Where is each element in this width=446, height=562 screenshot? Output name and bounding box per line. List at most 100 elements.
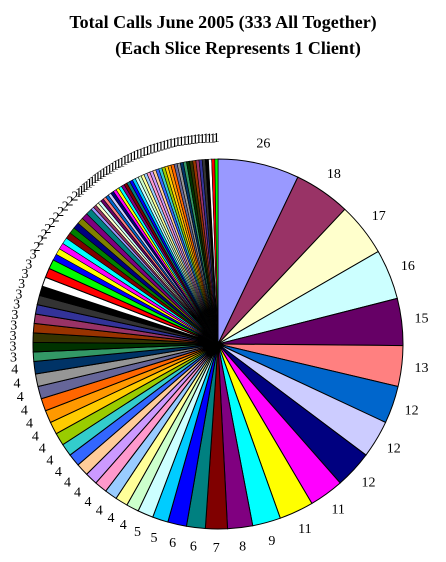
- pie-label-41: 3: [18, 277, 25, 292]
- pie-label-22: 4: [85, 495, 92, 510]
- pie-label-4: 16: [401, 259, 415, 274]
- pie-label-69: 1: [115, 157, 122, 172]
- pie-label-39: 3: [13, 298, 20, 313]
- pie-label-93: 1: [195, 132, 202, 147]
- pie-label-36: 3: [10, 329, 17, 344]
- pie-label-49: 2: [48, 216, 55, 231]
- pie-label-75: 1: [134, 148, 141, 163]
- pie-label-44: 3: [30, 248, 37, 263]
- pie-label-24: 4: [64, 475, 71, 490]
- pie-label-64: 1: [100, 166, 107, 181]
- pie-label-9: 12: [361, 475, 375, 490]
- pie-label-90: 1: [185, 133, 192, 148]
- pie-label-72: 1: [124, 152, 131, 167]
- pie-label-7: 12: [405, 404, 419, 419]
- pie-label-8: 12: [387, 442, 401, 457]
- chart-subtitle: (Each Slice Represents 1 Client): [115, 38, 361, 58]
- pie-label-30: 4: [21, 404, 28, 419]
- pie-label-38: 3: [11, 308, 18, 323]
- pie-label-92: 1: [192, 132, 199, 147]
- pie-label-91: 1: [188, 133, 195, 148]
- pie-label-29: 4: [26, 417, 33, 432]
- pie-label-45: 2: [34, 240, 41, 255]
- pie-label-94: 1: [199, 132, 206, 147]
- pie-label-51: 2: [57, 205, 64, 220]
- pie-label-48: 2: [44, 222, 51, 237]
- pie-label-16: 6: [169, 536, 176, 551]
- pie-label-58: 1: [83, 179, 90, 194]
- pie-label-31: 4: [17, 390, 24, 405]
- pie-label-82: 1: [157, 139, 164, 154]
- pie-label-87: 1: [174, 135, 181, 150]
- pie-label-32: 4: [13, 376, 20, 391]
- pie-label-80: 1: [150, 141, 157, 156]
- pie-label-73: 1: [128, 151, 135, 166]
- pie-label-11: 11: [298, 522, 311, 537]
- pie-label-50: 2: [53, 210, 60, 225]
- pie-label-81: 1: [154, 140, 161, 155]
- pie-label-3: 17: [372, 209, 386, 224]
- pie-label-78: 1: [144, 144, 151, 159]
- pie-label-43: 3: [25, 257, 32, 272]
- pie-label-89: 1: [181, 134, 188, 149]
- pie-label-86: 1: [171, 136, 178, 151]
- pie-label-61: 1: [91, 172, 98, 187]
- pie-label-74: 1: [131, 149, 138, 164]
- pie-label-71: 1: [121, 154, 128, 169]
- pie-label-37: 3: [10, 319, 17, 334]
- pie-label-76: 1: [137, 146, 144, 161]
- pie-label-23: 4: [74, 485, 81, 500]
- pie-label-33: 4: [11, 363, 18, 378]
- pie-label-6: 13: [415, 361, 429, 376]
- pie-label-52: 2: [62, 200, 69, 215]
- pie-label-95: 1: [202, 132, 209, 147]
- pie-label-47: 2: [41, 228, 48, 243]
- pie-label-57: 1: [81, 181, 88, 196]
- pie-labels: 2618171615131212121111987665544444444444…: [10, 131, 429, 556]
- pie-label-46: 2: [37, 234, 44, 249]
- pie-label-27: 4: [39, 442, 46, 457]
- pie-label-19: 4: [120, 518, 127, 533]
- pie-label-55: 1: [75, 186, 82, 201]
- pie-label-2: 18: [327, 167, 341, 182]
- pie-slice-98: [214, 158, 219, 345]
- pie-label-98: 1: [213, 131, 220, 146]
- pie-label-17: 5: [150, 531, 157, 546]
- pie-label-5: 15: [415, 312, 429, 327]
- pie-label-85: 1: [167, 137, 174, 152]
- pie-label-66: 1: [106, 162, 113, 177]
- pie-label-28: 4: [32, 429, 39, 444]
- pie-label-53: 2: [66, 194, 73, 209]
- pie-label-40: 3: [15, 287, 22, 302]
- pie-label-15: 6: [190, 540, 197, 555]
- chart-title: Total Calls June 2005 (333 All Together): [69, 12, 377, 32]
- pie-label-79: 1: [147, 143, 154, 158]
- pie-label-34: 3: [10, 350, 17, 365]
- pie-label-25: 4: [55, 465, 62, 480]
- pie-label-21: 4: [96, 503, 103, 518]
- pie-label-56: 1: [78, 183, 85, 198]
- pie-label-83: 1: [161, 138, 168, 153]
- pie-label-59: 1: [86, 177, 93, 192]
- pie-label-60: 1: [89, 174, 96, 189]
- pie-label-54: 2: [71, 189, 78, 204]
- pie-label-14: 7: [213, 541, 220, 556]
- pie-label-68: 1: [112, 159, 119, 174]
- pie-label-67: 1: [109, 160, 116, 175]
- pie-label-12: 9: [268, 534, 275, 549]
- pie-label-77: 1: [141, 145, 148, 160]
- pie-label-35: 3: [10, 340, 17, 355]
- pie-label-70: 1: [118, 155, 125, 170]
- pie-label-26: 4: [46, 454, 53, 469]
- pie-label-42: 3: [21, 267, 28, 282]
- pie-label-97: 1: [209, 131, 216, 146]
- pie-label-62: 1: [94, 170, 101, 185]
- pie-label-84: 1: [164, 138, 171, 153]
- pie-label-96: 1: [206, 131, 213, 146]
- pie-slices: [32, 158, 404, 530]
- pie-label-88: 1: [178, 135, 185, 150]
- pie-label-18: 5: [134, 525, 141, 540]
- pie-label-65: 1: [103, 164, 110, 179]
- pie-label-1: 26: [256, 136, 270, 151]
